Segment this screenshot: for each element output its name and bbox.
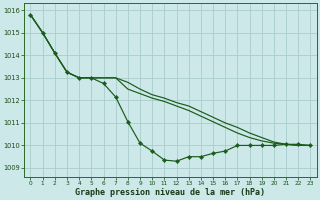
X-axis label: Graphe pression niveau de la mer (hPa): Graphe pression niveau de la mer (hPa) xyxy=(76,188,266,197)
